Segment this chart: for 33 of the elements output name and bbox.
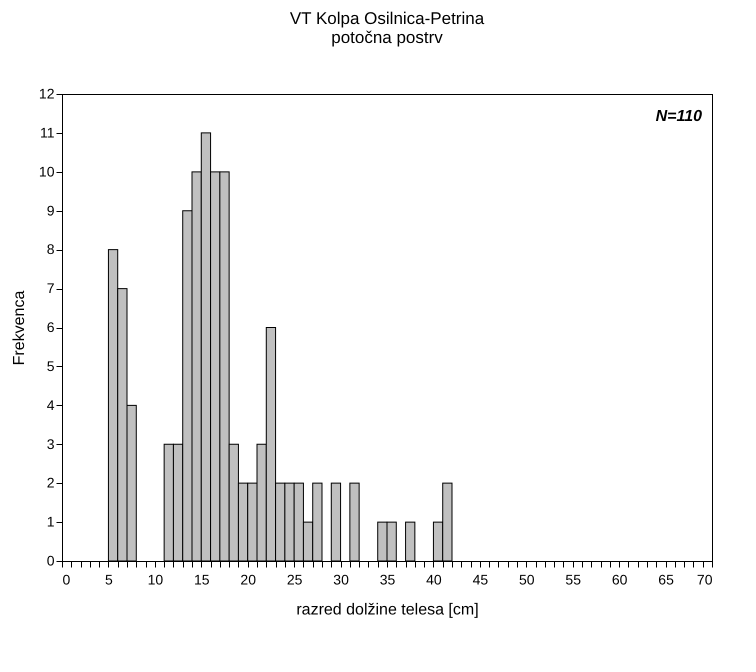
x-tick-label: 70: [696, 572, 713, 588]
x-tick-label: 10: [148, 572, 164, 588]
x-tick-label: 15: [194, 572, 210, 588]
y-tick-label: 3: [46, 436, 55, 452]
x-tick-label: 60: [612, 572, 628, 588]
y-tick-label: 10: [38, 163, 55, 180]
y-axis-title: Frekvenca: [10, 290, 28, 366]
x-tick-label: 45: [472, 572, 488, 588]
y-tick-label: 12: [38, 86, 55, 102]
y-tick-label: 4: [46, 396, 55, 413]
x-tick-label: 50: [518, 572, 535, 588]
x-tick-label: 25: [286, 572, 303, 588]
y-tick-label: 1: [46, 514, 55, 530]
x-tick-label: 5: [105, 572, 114, 588]
y-tick-label: 5: [46, 358, 55, 374]
x-axis-title: razred dolžine telesa [cm]: [296, 602, 479, 618]
chart-title: VT Kolpa Osilnica-Petrina: [290, 9, 485, 28]
y-tick-label: 9: [46, 202, 55, 218]
annotation: N=110: [656, 108, 702, 125]
y-tick-label: 6: [46, 319, 55, 335]
x-tick-label: 0: [62, 572, 70, 588]
y-tick-label: 0: [46, 552, 55, 568]
x-tick-label: 35: [380, 572, 396, 588]
y-tick-label: 7: [46, 280, 55, 296]
x-tick-label: 40: [426, 572, 442, 588]
x-tick-label: 20: [240, 572, 256, 588]
y-tick-label: 8: [46, 241, 55, 258]
chart-subtitle: potočna postrv: [331, 28, 444, 47]
x-tick-label: 55: [565, 572, 582, 588]
y-tick-label: 11: [40, 124, 55, 140]
x-tick-label: 65: [658, 572, 674, 588]
y-tick-label: 2: [46, 474, 55, 491]
x-tick-label: 30: [333, 572, 350, 588]
